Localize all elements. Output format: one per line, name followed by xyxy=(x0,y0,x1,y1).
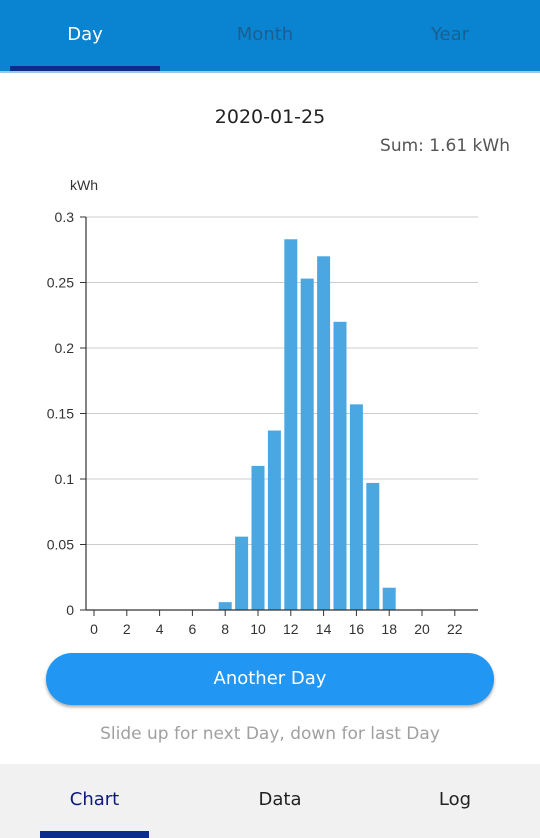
chart-date: 2020-01-25 xyxy=(214,106,326,128)
bar xyxy=(251,465,265,610)
x-tick-label: 10 xyxy=(250,621,266,637)
bar xyxy=(349,404,363,610)
y-tick-label: 0.15 xyxy=(47,406,74,422)
tab-data[interactable]: Data xyxy=(258,789,302,810)
swipe-hint: Slide up for next Day, down for last Day xyxy=(100,724,440,744)
bottom-tab-indicator xyxy=(40,831,149,838)
x-tick-label: 20 xyxy=(414,621,430,637)
tab-chart[interactable]: Chart xyxy=(69,789,120,810)
x-tick-label: 4 xyxy=(156,621,164,637)
x-tick-label: 0 xyxy=(90,621,98,637)
sum-label: Sum: 1.61 kWh xyxy=(380,136,510,156)
x-tick-label: 2 xyxy=(123,621,131,637)
x-tick-label: 6 xyxy=(189,621,197,637)
y-tick-label: 0.1 xyxy=(55,471,75,487)
y-tick-label: 0.25 xyxy=(47,275,74,291)
bar xyxy=(317,256,331,610)
y-axis-label: kWh xyxy=(70,177,98,193)
tab-log[interactable]: Log xyxy=(438,789,472,810)
bar xyxy=(218,602,232,610)
bar xyxy=(300,278,314,610)
top-tab-bar: Day Month Year xyxy=(0,0,540,73)
x-tick-label: 14 xyxy=(316,621,332,637)
bar xyxy=(235,536,249,610)
y-tick-label: 0.2 xyxy=(55,340,75,356)
x-tick-label: 16 xyxy=(349,621,365,637)
tab-day[interactable]: Day xyxy=(67,24,103,45)
y-tick-label: 0 xyxy=(66,602,74,618)
bar xyxy=(382,587,396,610)
tab-indicator xyxy=(10,66,160,71)
bar xyxy=(267,430,281,610)
tab-year[interactable]: Year xyxy=(430,24,470,45)
bar xyxy=(284,239,298,610)
bottom-tab-bar: Chart Data Log xyxy=(0,764,540,838)
y-tick-label: 0.05 xyxy=(47,537,74,553)
x-tick-label: 22 xyxy=(447,621,463,637)
x-tick-label: 18 xyxy=(381,621,397,637)
bar xyxy=(333,321,347,610)
bar xyxy=(366,482,380,610)
x-tick-label: 8 xyxy=(221,621,229,637)
x-tick-label: 12 xyxy=(283,621,299,637)
tab-month[interactable]: Month xyxy=(236,24,294,45)
y-tick-label: 0.3 xyxy=(55,209,75,225)
bar-chart: kWh 0 0.05 0.1 0.15 0.2 0.25 0.3 0 2 4 6 8 10 12 14 16… xyxy=(47,177,478,637)
another-day-button[interactable]: Another Day xyxy=(46,653,494,705)
